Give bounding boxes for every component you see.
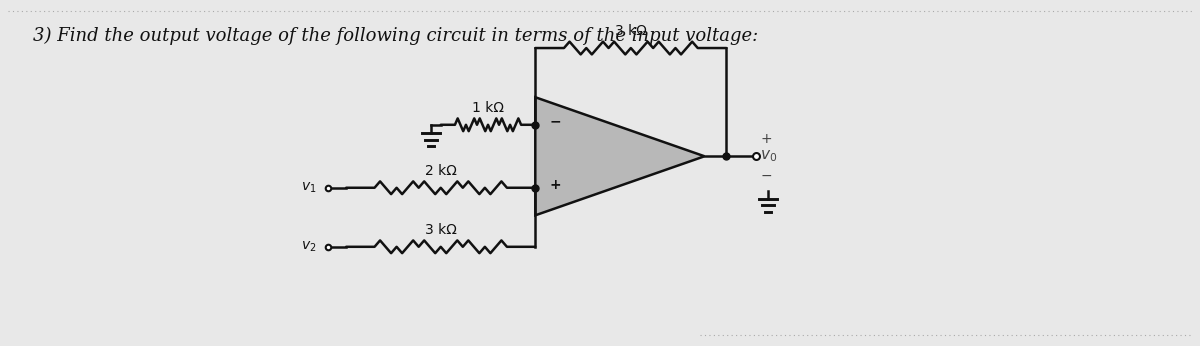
Text: 3 kΩ: 3 kΩ bbox=[614, 24, 647, 38]
Text: 2 kΩ: 2 kΩ bbox=[425, 164, 457, 178]
Text: $v_1$: $v_1$ bbox=[301, 181, 317, 195]
Text: $v_2$: $v_2$ bbox=[301, 239, 317, 254]
Text: +: + bbox=[550, 178, 560, 192]
Text: 3 kΩ: 3 kΩ bbox=[425, 223, 457, 237]
Text: −: − bbox=[550, 115, 560, 129]
Text: +: + bbox=[761, 131, 772, 146]
Text: −: − bbox=[761, 169, 772, 183]
Text: $v_0$: $v_0$ bbox=[760, 148, 776, 164]
Polygon shape bbox=[535, 97, 704, 215]
Text: 3) Find the output voltage of the following circuit in terms of the input voltag: 3) Find the output voltage of the follow… bbox=[32, 26, 758, 45]
Text: 1 kΩ: 1 kΩ bbox=[472, 101, 504, 115]
